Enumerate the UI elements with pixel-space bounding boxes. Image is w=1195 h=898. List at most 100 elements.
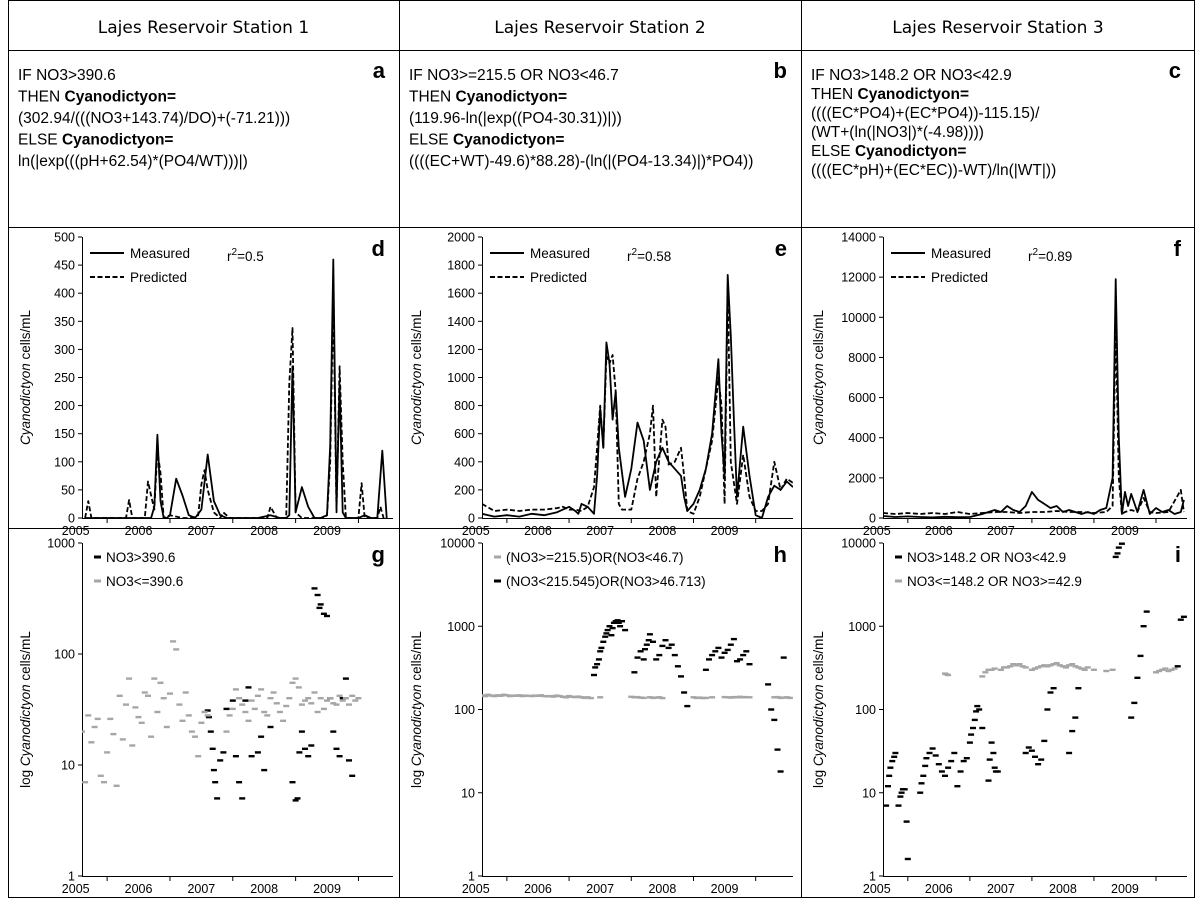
y-label-prefix: log: [409, 766, 424, 788]
r-value: =0.5: [237, 249, 264, 264]
y-tick-label: 10000: [841, 311, 876, 325]
data-point: [519, 694, 526, 698]
rule-text: ((((EC+WT)-49.6)*88.28)-(ln(|(PO4-13.34)…: [409, 153, 753, 170]
rule-line: ((((EC*PO4)+(EC*PO4))-115.15)/: [811, 105, 1040, 122]
data-point: [201, 710, 208, 714]
data-point: [248, 699, 255, 702]
y-tick-label: 0: [68, 512, 75, 526]
data-point: [721, 651, 728, 654]
y-tick-label: 1200: [447, 343, 475, 357]
data-point: [283, 704, 290, 708]
data-point: [1090, 668, 1097, 671]
rule-text: (WT+(ln(|NO3|)*(-4.98)))): [811, 124, 984, 141]
data-point: [976, 708, 983, 711]
data-point: [668, 643, 675, 646]
data-point: [885, 785, 891, 788]
data-point: [709, 696, 716, 699]
data-point: [954, 785, 961, 788]
y-tick-label: 10: [862, 786, 876, 800]
data-point: [317, 697, 324, 700]
station-header-2: Lajes Reservoir Station 2: [494, 18, 705, 38]
data-point: [242, 710, 249, 714]
series-points-2: [591, 619, 787, 773]
y-tick-label: 800: [454, 399, 475, 413]
data-point: [229, 707, 236, 711]
panel-letter-g: g: [372, 542, 385, 567]
panel-letter-b: b: [774, 58, 787, 83]
y-tick-label: 50: [61, 483, 75, 497]
y-tick-label: 600: [454, 427, 475, 441]
data-point: [602, 635, 609, 638]
y-tick-label: 350: [54, 315, 75, 329]
data-point: [126, 677, 133, 680]
x-tick-label: 2009: [313, 524, 341, 538]
data-point: [317, 603, 324, 606]
y-tick-label: 8000: [848, 351, 876, 365]
plot-marks: [482, 619, 793, 773]
x-tick-label: 2005: [62, 882, 90, 896]
data-point: [730, 695, 737, 699]
data-point: [957, 770, 964, 773]
data-point: [179, 719, 186, 722]
y-tick-label: 150: [54, 427, 75, 441]
data-point: [324, 614, 330, 618]
data-point: [198, 721, 205, 724]
data-point: [327, 697, 334, 700]
data-point: [774, 748, 781, 751]
data-point: [746, 696, 753, 699]
y-label-genus: Cyanodictyon: [811, 684, 826, 766]
data-point: [1001, 666, 1007, 669]
data-point: [892, 751, 899, 755]
data-point: [485, 693, 492, 696]
data-point: [239, 703, 246, 706]
data-point: [569, 695, 576, 698]
y-tick-label: 1: [68, 870, 75, 884]
data-point: [1156, 669, 1163, 673]
x-tick-label: 2008: [250, 882, 278, 896]
series-line-predicted: [84, 292, 387, 519]
rule-line: IF NO3>390.6: [18, 67, 116, 84]
r-squared: r2=0.89: [1028, 247, 1072, 264]
data-point: [289, 781, 296, 784]
data-point: [513, 694, 520, 697]
data-point: [780, 656, 787, 659]
data-point: [702, 696, 709, 700]
genus-name: Cyanodictyon=: [62, 132, 174, 149]
data-point: [531, 694, 538, 697]
x-tick-label: 2007: [187, 524, 215, 538]
data-point: [994, 770, 1001, 773]
data-point: [715, 646, 722, 650]
rule-block-c: IF NO3>148.2 OR NO3<42.9 THEN Cyanodicty…: [811, 58, 1181, 179]
data-point: [637, 696, 644, 699]
chart-panel-d: 0 50 100 150 200 250 300 350 400 450 500 2005 2006 20…: [18, 231, 393, 538]
data-point: [968, 733, 975, 736]
rule-text: (302.94/(((NO3+143.74)/DO)+(-71.21))): [18, 110, 290, 127]
data-point: [1010, 663, 1017, 666]
data-point: [963, 757, 970, 760]
data-point: [500, 693, 507, 696]
data-point: [1131, 701, 1138, 705]
data-point: [239, 797, 246, 800]
legend-label-2: NO3<=390.6: [106, 574, 183, 589]
data-point: [296, 751, 303, 754]
data-point: [88, 741, 95, 744]
data-point: [1028, 749, 1035, 752]
y-label-genus: Cyanodictyon: [18, 684, 33, 766]
chart-panel-h: 1 10 100 1000 10000 2005 2006 2007 2008 2009 log C…: [409, 537, 793, 896]
data-point: [167, 692, 173, 695]
x-tick-label: 2006: [125, 882, 153, 896]
data-point: [559, 695, 566, 698]
data-point: [185, 714, 192, 717]
rule-text: ((((EC*PO4)+(EC*PO4))-115.15)/: [811, 105, 1040, 122]
data-point: [113, 784, 120, 787]
legend-swatch-2: [494, 579, 501, 583]
data-point: [123, 703, 129, 706]
y-tick-label: 200: [54, 399, 75, 413]
data-point: [650, 696, 656, 700]
data-point: [217, 759, 224, 762]
data-point: [986, 758, 993, 761]
data-point: [302, 747, 308, 750]
data-point: [684, 704, 691, 708]
rule-block-b: IF NO3>=215.5 OR NO3<46.7 THEN Cyanodicty…: [409, 58, 787, 170]
